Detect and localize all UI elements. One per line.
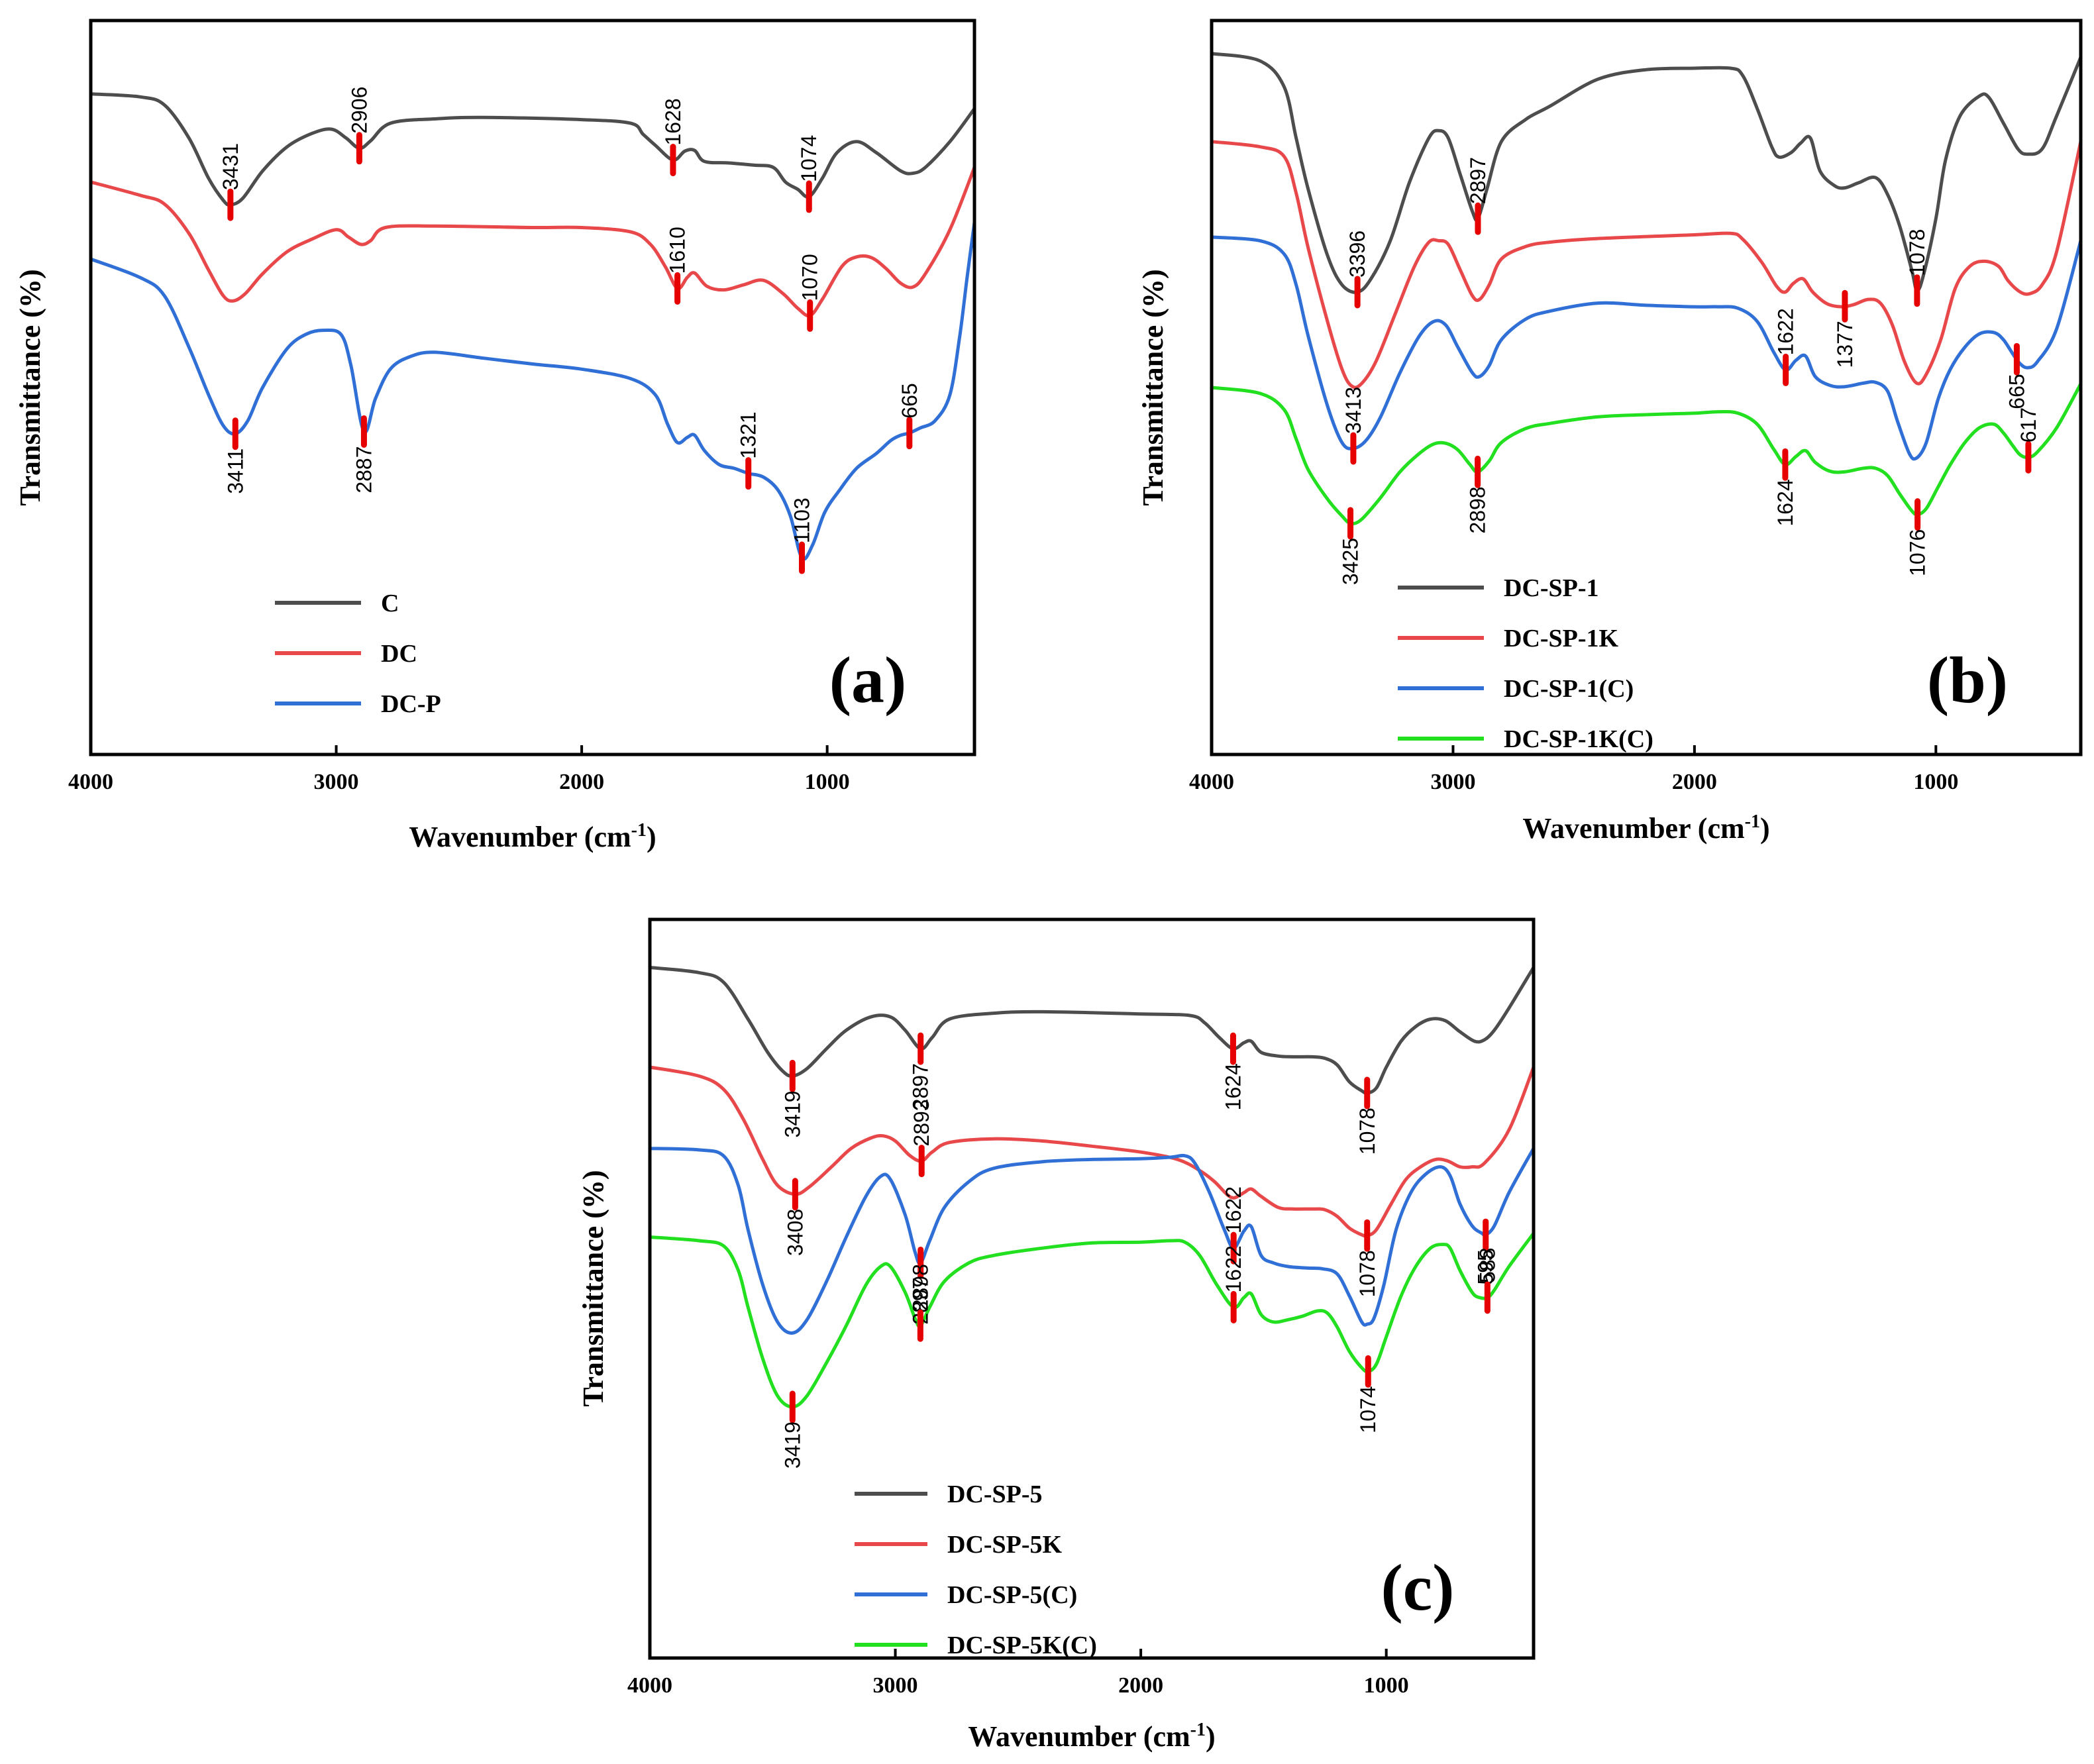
series-line-dc-sp-5k-c- <box>648 1231 1536 1409</box>
x-tick-label: 4000 <box>68 770 113 794</box>
x-axis-title: Wavenumber (cm-1) <box>409 820 656 853</box>
peak-label: 1622 <box>1222 1186 1245 1233</box>
peak-label: 2887 <box>352 446 376 493</box>
series-line-dc <box>89 166 976 318</box>
x-axis-title: Wavenumber (cm-1) <box>968 1720 1215 1753</box>
series-line-c <box>89 92 976 207</box>
peak-label: 617 <box>2016 407 2040 442</box>
peak-label: 3425 <box>1339 538 1363 585</box>
peak-label: 2893 <box>910 1099 933 1146</box>
peak-label: 3408 <box>783 1209 807 1256</box>
y-axis-title: Transmittance (%) <box>14 269 46 505</box>
x-axis-title: Wavenumber (cm-1) <box>1522 811 1769 845</box>
peak-label: 2898 <box>908 1264 932 1311</box>
x-tick-label: 1000 <box>805 770 850 794</box>
peak-label: 1070 <box>798 254 822 301</box>
legend-label: DC-SP-1(C) <box>1504 675 1634 703</box>
peak-label: 1074 <box>1356 1386 1380 1433</box>
plot-frame <box>89 19 976 756</box>
peak-label: 1078 <box>1355 1250 1379 1297</box>
plot-frame <box>648 917 1536 1660</box>
peak-label: 1622 <box>1222 1245 1245 1292</box>
panel-label: (a) <box>829 643 907 717</box>
peak-label: 1078 <box>1905 229 1929 276</box>
peak-label: 1377 <box>1833 321 1857 368</box>
legend-label: DC-SP-1K(C) <box>1504 725 1653 753</box>
legend: C DC DC-P <box>275 590 441 718</box>
peak-label: 588 <box>1475 1247 1499 1282</box>
series-line-dc-sp-5k <box>648 1065 1536 1238</box>
panel-label: (b) <box>1927 643 2008 717</box>
peak-label: 3411 <box>223 448 247 494</box>
x-tick-label: 1000 <box>1364 1673 1409 1698</box>
x-tick-label: 2000 <box>1118 1673 1163 1698</box>
chart-panel-b: 3396 2897 1078 1377 1622 665 3413 3425 2898 1624 1… <box>1137 19 2083 845</box>
peak-label: 1103 <box>790 497 813 543</box>
peak-label: 3431 <box>219 143 242 190</box>
peak-label: 1624 <box>1221 1063 1245 1110</box>
series-line-dc-sp-5-c- <box>648 1147 1536 1335</box>
peak-label: 1610 <box>666 227 690 274</box>
series-line-dc-sp-1 <box>1210 52 2083 294</box>
peak-label: 1321 <box>737 411 760 458</box>
legend: DC-SP-5 DC-SP-5K DC-SP-5(C) DC-SP-5K(C) <box>855 1480 1097 1659</box>
peak-label: 1074 <box>797 135 821 182</box>
peak-label: 1624 <box>1773 479 1797 526</box>
legend-label: DC-SP-5K(C) <box>947 1632 1097 1659</box>
series-line-dc-p <box>89 221 976 561</box>
legend-label: C <box>381 590 399 617</box>
peak-label: 2898 <box>1466 486 1490 533</box>
x-tick-label: 2000 <box>559 770 604 794</box>
x-tick-label: 4000 <box>1189 770 1234 794</box>
peak-label: 2897 <box>909 1063 933 1110</box>
legend-label: DC-SP-5(C) <box>947 1581 1077 1609</box>
y-axis-title: Transmittance (%) <box>1137 269 1169 505</box>
x-tick-label: 3000 <box>314 770 359 794</box>
series-line-dc-sp-1k-c- <box>1210 382 2083 525</box>
x-tick-label: 2000 <box>1672 770 1717 794</box>
peak-label: 2897 <box>1466 157 1490 204</box>
series-line-dc-sp-1-c- <box>1210 235 2083 461</box>
x-tick-label: 3000 <box>873 1673 918 1698</box>
peak-label: 665 <box>898 383 921 418</box>
x-tick-label: 3000 <box>1430 770 1475 794</box>
legend-label: DC <box>381 640 417 668</box>
peak-label: 595 <box>1474 1249 1498 1284</box>
series-line-dc-sp-1k <box>1210 140 2083 389</box>
legend-label: DC-P <box>381 690 441 718</box>
peak-label: 1076 <box>1906 529 1930 576</box>
peak-label: 1078 <box>1355 1108 1379 1155</box>
y-axis-title: Transmittance (%) <box>577 1170 609 1406</box>
plot-frame <box>1210 19 2083 756</box>
chart-panel-a: 3431 2906 1628 1074 1610 1070 3411 2887 1321 1103… <box>14 19 976 853</box>
legend: DC-SP-1 DC-SP-1K DC-SP-1(C) DC-SP-1K(C) <box>1398 574 1653 753</box>
series-line-dc-sp-5 <box>648 966 1536 1095</box>
legend-label: DC-SP-5 <box>947 1480 1043 1508</box>
peak-label: 2906 <box>347 87 371 134</box>
peak-label: 3419 <box>780 1422 804 1469</box>
legend-label: DC-SP-5K <box>947 1531 1063 1559</box>
peak-label: 1628 <box>661 98 685 145</box>
peak-label: 3413 <box>1341 387 1365 434</box>
peak-label: 1622 <box>1774 308 1798 355</box>
x-tick-label: 1000 <box>1913 770 1958 794</box>
peak-label: 3419 <box>780 1090 804 1137</box>
peak-label: 665 <box>2005 374 2028 409</box>
x-tick-label: 4000 <box>627 1673 672 1698</box>
peak-label: 3396 <box>1345 231 1369 278</box>
legend-label: DC-SP-1K <box>1504 625 1619 652</box>
legend-label: DC-SP-1 <box>1504 574 1599 602</box>
panel-label: (c) <box>1381 1551 1455 1624</box>
